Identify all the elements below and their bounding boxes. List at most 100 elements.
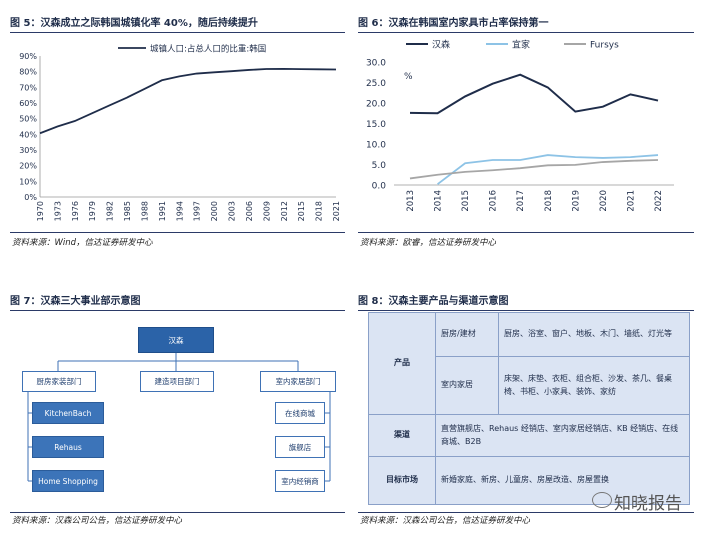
fig5-y-tick: 60%: [19, 99, 37, 108]
fig8-channel-label: 渠道: [368, 414, 436, 457]
fig5-title: 图 5：汉森成立之际韩国城镇化率 40%，随后持续提升: [10, 18, 258, 29]
fig8-kitchen-sub: 厨房/建材: [435, 312, 499, 357]
fig6-x-tick: 2015: [461, 190, 471, 212]
fig5-legend-label: 城镇人口:占总人口的比重:韩国: [150, 44, 266, 55]
fig5-x-tick: 2006: [245, 201, 254, 221]
fig7-org-chart: 汉森 厨房家装部门 建造项目部门 室内家居部门 KitchenBach Reha…: [10, 313, 345, 510]
fig8-market-val: 新婚家庭、新房、儿童房、房屋改造、房屋置换: [435, 456, 690, 505]
fig6-title-rule: [358, 32, 694, 33]
fig5-y-tick: 30%: [19, 146, 37, 155]
fig6-source: 资料来源：欧睿，信达证券研发中心: [360, 238, 497, 248]
fig6-x-tick: 2017: [516, 190, 526, 212]
fig6-x-tick: 2019: [571, 190, 581, 212]
fig5-x-tick: 1985: [123, 201, 132, 221]
fig5-y-tick: 70%: [19, 83, 37, 92]
fig5-title-rule: [10, 32, 345, 33]
org-division-kitchen: 厨房家装部门: [22, 371, 96, 392]
fig6-legend-label: 汉森: [432, 39, 450, 51]
fig5-line-chart: 0% 10% 20% 30% 40% 50% 60% 70% 80% 90% 1970 1973 197…: [19, 44, 341, 222]
fig6-y-tick: 25.0: [366, 79, 386, 89]
fig5-y-tick: 80%: [19, 68, 37, 77]
fig7-title-rule: [10, 310, 345, 311]
fig5-x-tick: 1976: [71, 201, 80, 221]
fig7-source: 资料来源：汉森公司公告，信达证券研发中心: [12, 516, 183, 526]
fig6-line-chart: 0.0 5.0 10.0 15.0 20.0 25.0 30.0% 2013 2014 2015 2…: [366, 39, 674, 212]
org-item-kitchenbach: KitchenBach: [32, 402, 104, 424]
fig6-x-tick: 2021: [626, 190, 636, 212]
fig5-x-tick: 2009: [262, 201, 271, 221]
fig8-row-kitchen: 产品 厨房/建材 厨房、浴室、窗户、地板、木门、墙纸、灯光等: [368, 312, 690, 415]
fig6-y-tick: 30.0: [366, 59, 386, 69]
fig5-x-tick: 2018: [315, 201, 324, 221]
fig6-x-tick: 2022: [654, 190, 664, 212]
fig5-x-tick: 1973: [53, 201, 62, 221]
fig8-bottom-rule: [358, 512, 694, 513]
org-division-construction: 建造项目部门: [140, 371, 214, 392]
fig6-y-tick: 15.0: [366, 120, 386, 130]
fig6-title: 图 6：汉森在韩国室内家具市占率保持第一: [358, 18, 549, 29]
fig6-y-tick: 5.0: [372, 161, 387, 171]
org-item-home-shopping: Home Shopping: [32, 470, 104, 492]
fig5-y-tick: 20%: [19, 162, 37, 171]
fig6-y-tick: 10.0: [366, 141, 386, 151]
fig8-channel-val: 直营旗舰店、Rehaus 经销店、室内家居经销店、KB 经销店、在线商城、B2B: [435, 414, 690, 457]
fig5-y-tick: 40%: [19, 130, 37, 139]
fig7-bottom-rule: [10, 512, 345, 513]
org-item-flagship: 旗舰店: [275, 436, 325, 458]
fig7-connectors: [27, 353, 331, 482]
fig6-series-line: [437, 154, 659, 185]
fig6-x-tick: 2016: [489, 190, 499, 212]
fig5-x-tick: 2021: [332, 201, 341, 221]
fig5-x-tick: 1979: [88, 201, 97, 221]
fig5-y-tick: 90%: [19, 52, 37, 61]
fig5-bottom-rule: [10, 232, 345, 233]
fig6-y-tick: 20.0: [366, 100, 386, 110]
fig5-x-tick: 1970: [36, 201, 45, 221]
fig6-x-tick: 2014: [434, 190, 444, 212]
fig6-x-tick: 2020: [599, 190, 609, 212]
fig8-row-market: 目标市场 新婚家庭、新房、儿童房、房屋改造、房屋置换: [368, 456, 690, 505]
fig6-x-tick: 2013: [406, 190, 416, 212]
org-item-rehaus: Rehaus: [32, 436, 104, 458]
fig6-unit-label: %: [404, 72, 413, 82]
watermark-text: 知晓报告: [614, 494, 682, 514]
fig5-y-tick: 10%: [19, 177, 37, 186]
fig8-product-label: 产品: [368, 312, 436, 415]
fig5-x-tick: 1988: [140, 201, 149, 221]
fig8-kitchen-val: 厨房、浴室、窗户、地板、木门、墙纸、灯光等: [498, 312, 690, 357]
fig8-interior-val: 床架、床垫、衣柜、组合柜、沙发、茶几、餐桌椅、书柜、小家具、装饰、家纺: [498, 356, 690, 415]
fig6-legend-label: 宜家: [512, 39, 530, 51]
fig8-row-interior: 室内家居 床架、床垫、衣柜、组合柜、沙发、茶几、餐桌椅、书柜、小家具、装饰、家纺: [369, 356, 690, 415]
fig8-title: 图 8：汉森主要产品与渠道示意图: [358, 296, 509, 307]
fig8-source: 资料来源：汉森公司公告，信达证券研发中心: [360, 516, 531, 526]
fig8-title-rule: [358, 310, 694, 311]
fig8-market-label: 目标市场: [368, 456, 436, 505]
fig5-x-tick: 2003: [228, 201, 237, 221]
fig5-x-tick: 2012: [280, 201, 289, 221]
fig5-x-tick: 1982: [106, 201, 115, 221]
fig8-interior-sub: 室内家居: [435, 356, 499, 415]
fig5-x-tick: 2000: [210, 201, 219, 221]
org-item-online-mall: 在线商城: [275, 402, 325, 424]
fig5-y-tick: 50%: [19, 115, 37, 124]
org-item-dealer: 室内经销商: [275, 470, 325, 492]
fig5-x-tick: 1991: [158, 201, 167, 221]
org-root-box: 汉森: [138, 327, 214, 353]
fig5-series-line: [39, 67, 337, 135]
fig6-series-line: [409, 73, 659, 115]
fig5-y-tick: 0%: [24, 193, 37, 202]
fig5-x-tick: 2015: [297, 201, 306, 221]
wechat-logo-icon: [592, 492, 612, 508]
fig5-x-tick: 1997: [193, 201, 202, 221]
fig6-y-tick: 0.0: [372, 182, 387, 192]
fig6-legend-label: Fursys: [590, 41, 619, 51]
fig6-bottom-rule: [358, 232, 694, 233]
fig5-source: 资料来源：Wind，信达证券研发中心: [12, 238, 153, 248]
fig8-table: 产品 厨房/建材 厨房、浴室、窗户、地板、木门、墙纸、灯光等 室内家居 床架、床…: [368, 312, 690, 505]
fig6-x-tick: 2018: [544, 190, 554, 212]
fig7-title: 图 7：汉森三大事业部示意图: [10, 296, 141, 307]
fig5-x-tick: 1994: [175, 201, 184, 221]
org-division-interior: 室内家居部门: [260, 371, 336, 392]
fig8-row-channel: 渠道 直营旗舰店、Rehaus 经销店、室内家居经销店、KB 经销店、在线商城、…: [368, 414, 690, 457]
fig6-series-line: [409, 159, 659, 180]
